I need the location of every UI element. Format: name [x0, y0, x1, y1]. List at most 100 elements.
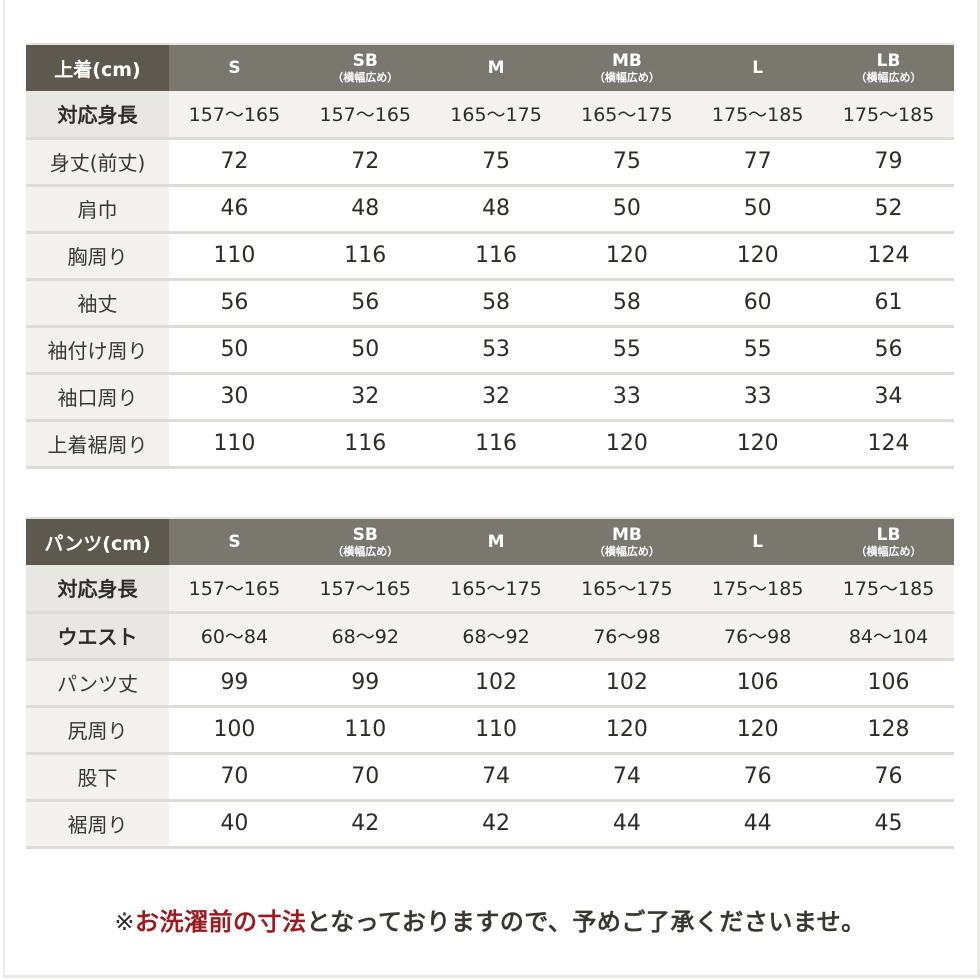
size-note: （横幅広め）: [332, 545, 399, 558]
measurement-cell: 42: [299, 800, 431, 847]
size-code: L: [752, 532, 764, 552]
measurement-cell: 32: [299, 373, 431, 420]
table-row: 股下 70 70 74 74 76 76: [26, 753, 954, 800]
size-code: L: [752, 58, 764, 78]
note-emphasis: お洗濯前の寸法: [134, 908, 307, 936]
note-text: となっておりますので、予めご了承くださいませ。: [306, 908, 866, 936]
measurement-cell: 100: [169, 706, 300, 753]
measurement-cell: 175〜185: [823, 565, 954, 612]
size-header-l: L: [692, 518, 824, 565]
table-row: 胸周り 110 116 116 120 120 124: [26, 232, 954, 279]
washing-note: ※お洗濯前の寸法となっておりますので、予めご了承くださいませ。: [0, 902, 980, 937]
table-title: パンツ(cm): [26, 518, 170, 565]
measurement-cell: 76: [823, 753, 954, 800]
measurement-cell: 110: [169, 420, 300, 467]
measurement-cell: 110: [299, 706, 431, 753]
table-title: 上着(cm): [26, 44, 170, 91]
measurement-cell: 40: [169, 800, 300, 847]
measurement-cell: 44: [692, 800, 824, 847]
measurement-cell: 110: [169, 232, 300, 279]
size-note: （横幅広め）: [593, 71, 660, 84]
measurement-cell: 77: [692, 138, 824, 185]
measurement-cell: 124: [823, 232, 954, 279]
measurement-cell: 84〜104: [823, 612, 954, 659]
measurement-cell: 106: [692, 659, 824, 706]
size-code: SB: [352, 51, 378, 71]
size-code: SB: [352, 525, 378, 545]
measurement-cell: 56: [169, 279, 300, 326]
measurement-cell: 120: [692, 706, 824, 753]
measurement-cell: 110: [430, 706, 562, 753]
table-header-row: パンツ(cm) S SB （横幅広め） M MB （横幅広め） L LB （横幅広め）: [26, 518, 954, 565]
measurement-cell: 116: [299, 232, 431, 279]
pants-size-table: パンツ(cm) S SB （横幅広め） M MB （横幅広め） L LB （横幅広め）…: [26, 517, 954, 849]
measurement-cell: 175〜185: [692, 91, 824, 138]
measurement-cell: 74: [430, 753, 562, 800]
size-code: S: [228, 532, 241, 552]
measurement-cell: 79: [823, 138, 954, 185]
measurement-cell: 48: [299, 185, 431, 232]
table-row: 身丈(前丈) 72 72 75 75 77 79: [26, 138, 954, 185]
size-header-m: M: [430, 44, 562, 91]
measurement-cell: 50: [299, 326, 431, 373]
measurement-cell: 116: [430, 420, 562, 467]
row-label: 股下: [26, 753, 170, 800]
pants-table-body: 対応身長 157〜165 157〜165 165〜175 165〜175 175〜185 1…: [26, 565, 954, 847]
measurement-cell: 72: [299, 138, 431, 185]
measurement-cell: 75: [430, 138, 562, 185]
size-code: LB: [876, 525, 901, 545]
measurement-cell: 50: [692, 185, 824, 232]
size-header-sb: SB （横幅広め）: [299, 44, 431, 91]
measurement-cell: 30: [169, 373, 300, 420]
measurement-cell: 99: [299, 659, 431, 706]
jacket-size-table: 上着(cm) S SB （横幅広め） M MB （横幅広め） L LB （横幅広め） …: [26, 43, 954, 469]
measurement-cell: 61: [823, 279, 954, 326]
measurement-cell: 46: [169, 185, 300, 232]
size-note: （横幅広め）: [855, 545, 922, 558]
row-label: 裾周り: [26, 800, 170, 847]
row-label: 尻周り: [26, 706, 170, 753]
size-code: LB: [876, 51, 901, 71]
measurement-cell: 52: [823, 185, 954, 232]
measurement-cell: 116: [430, 232, 562, 279]
measurement-cell: 175〜185: [823, 91, 954, 138]
size-code: M: [487, 532, 505, 552]
measurement-cell: 48: [430, 185, 562, 232]
measurement-cell: 74: [561, 753, 693, 800]
measurement-cell: 157〜165: [169, 91, 300, 138]
row-label: 身丈(前丈): [26, 138, 170, 185]
table-row: 袖口周り 30 32 32 33 33 34: [26, 373, 954, 420]
measurement-cell: 157〜165: [299, 565, 431, 612]
size-header-s: S: [169, 44, 300, 91]
measurement-cell: 99: [169, 659, 300, 706]
measurement-cell: 76〜98: [692, 612, 824, 659]
measurement-cell: 116: [299, 420, 431, 467]
table-header-row: 上着(cm) S SB （横幅広め） M MB （横幅広め） L LB （横幅広め）: [26, 44, 954, 91]
row-label: 袖丈: [26, 279, 170, 326]
table-row: ウエスト 60〜84 68〜92 68〜92 76〜98 76〜98 84〜104: [26, 612, 954, 659]
size-header-lb: LB （横幅広め）: [823, 44, 954, 91]
measurement-cell: 44: [561, 800, 693, 847]
measurement-cell: 76〜98: [561, 612, 693, 659]
size-code: S: [228, 58, 241, 78]
measurement-cell: 34: [823, 373, 954, 420]
measurement-cell: 165〜175: [430, 91, 562, 138]
row-label: 袖付け周り: [26, 326, 170, 373]
measurement-cell: 128: [823, 706, 954, 753]
page-frame: [3, 0, 980, 978]
measurement-cell: 60: [692, 279, 824, 326]
table-row: 対応身長 157〜165 157〜165 165〜175 165〜175 175〜185 1…: [26, 91, 954, 138]
measurement-cell: 175〜185: [692, 565, 824, 612]
row-label: 肩巾: [26, 185, 170, 232]
measurement-cell: 120: [692, 232, 824, 279]
measurement-cell: 50: [561, 185, 693, 232]
measurement-cell: 50: [169, 326, 300, 373]
measurement-cell: 32: [430, 373, 562, 420]
measurement-cell: 33: [692, 373, 824, 420]
measurement-cell: 56: [299, 279, 431, 326]
measurement-cell: 45: [823, 800, 954, 847]
table-row: 尻周り 100 110 110 120 120 128: [26, 706, 954, 753]
measurement-cell: 165〜175: [561, 91, 693, 138]
measurement-cell: 55: [692, 326, 824, 373]
measurement-cell: 120: [561, 232, 693, 279]
